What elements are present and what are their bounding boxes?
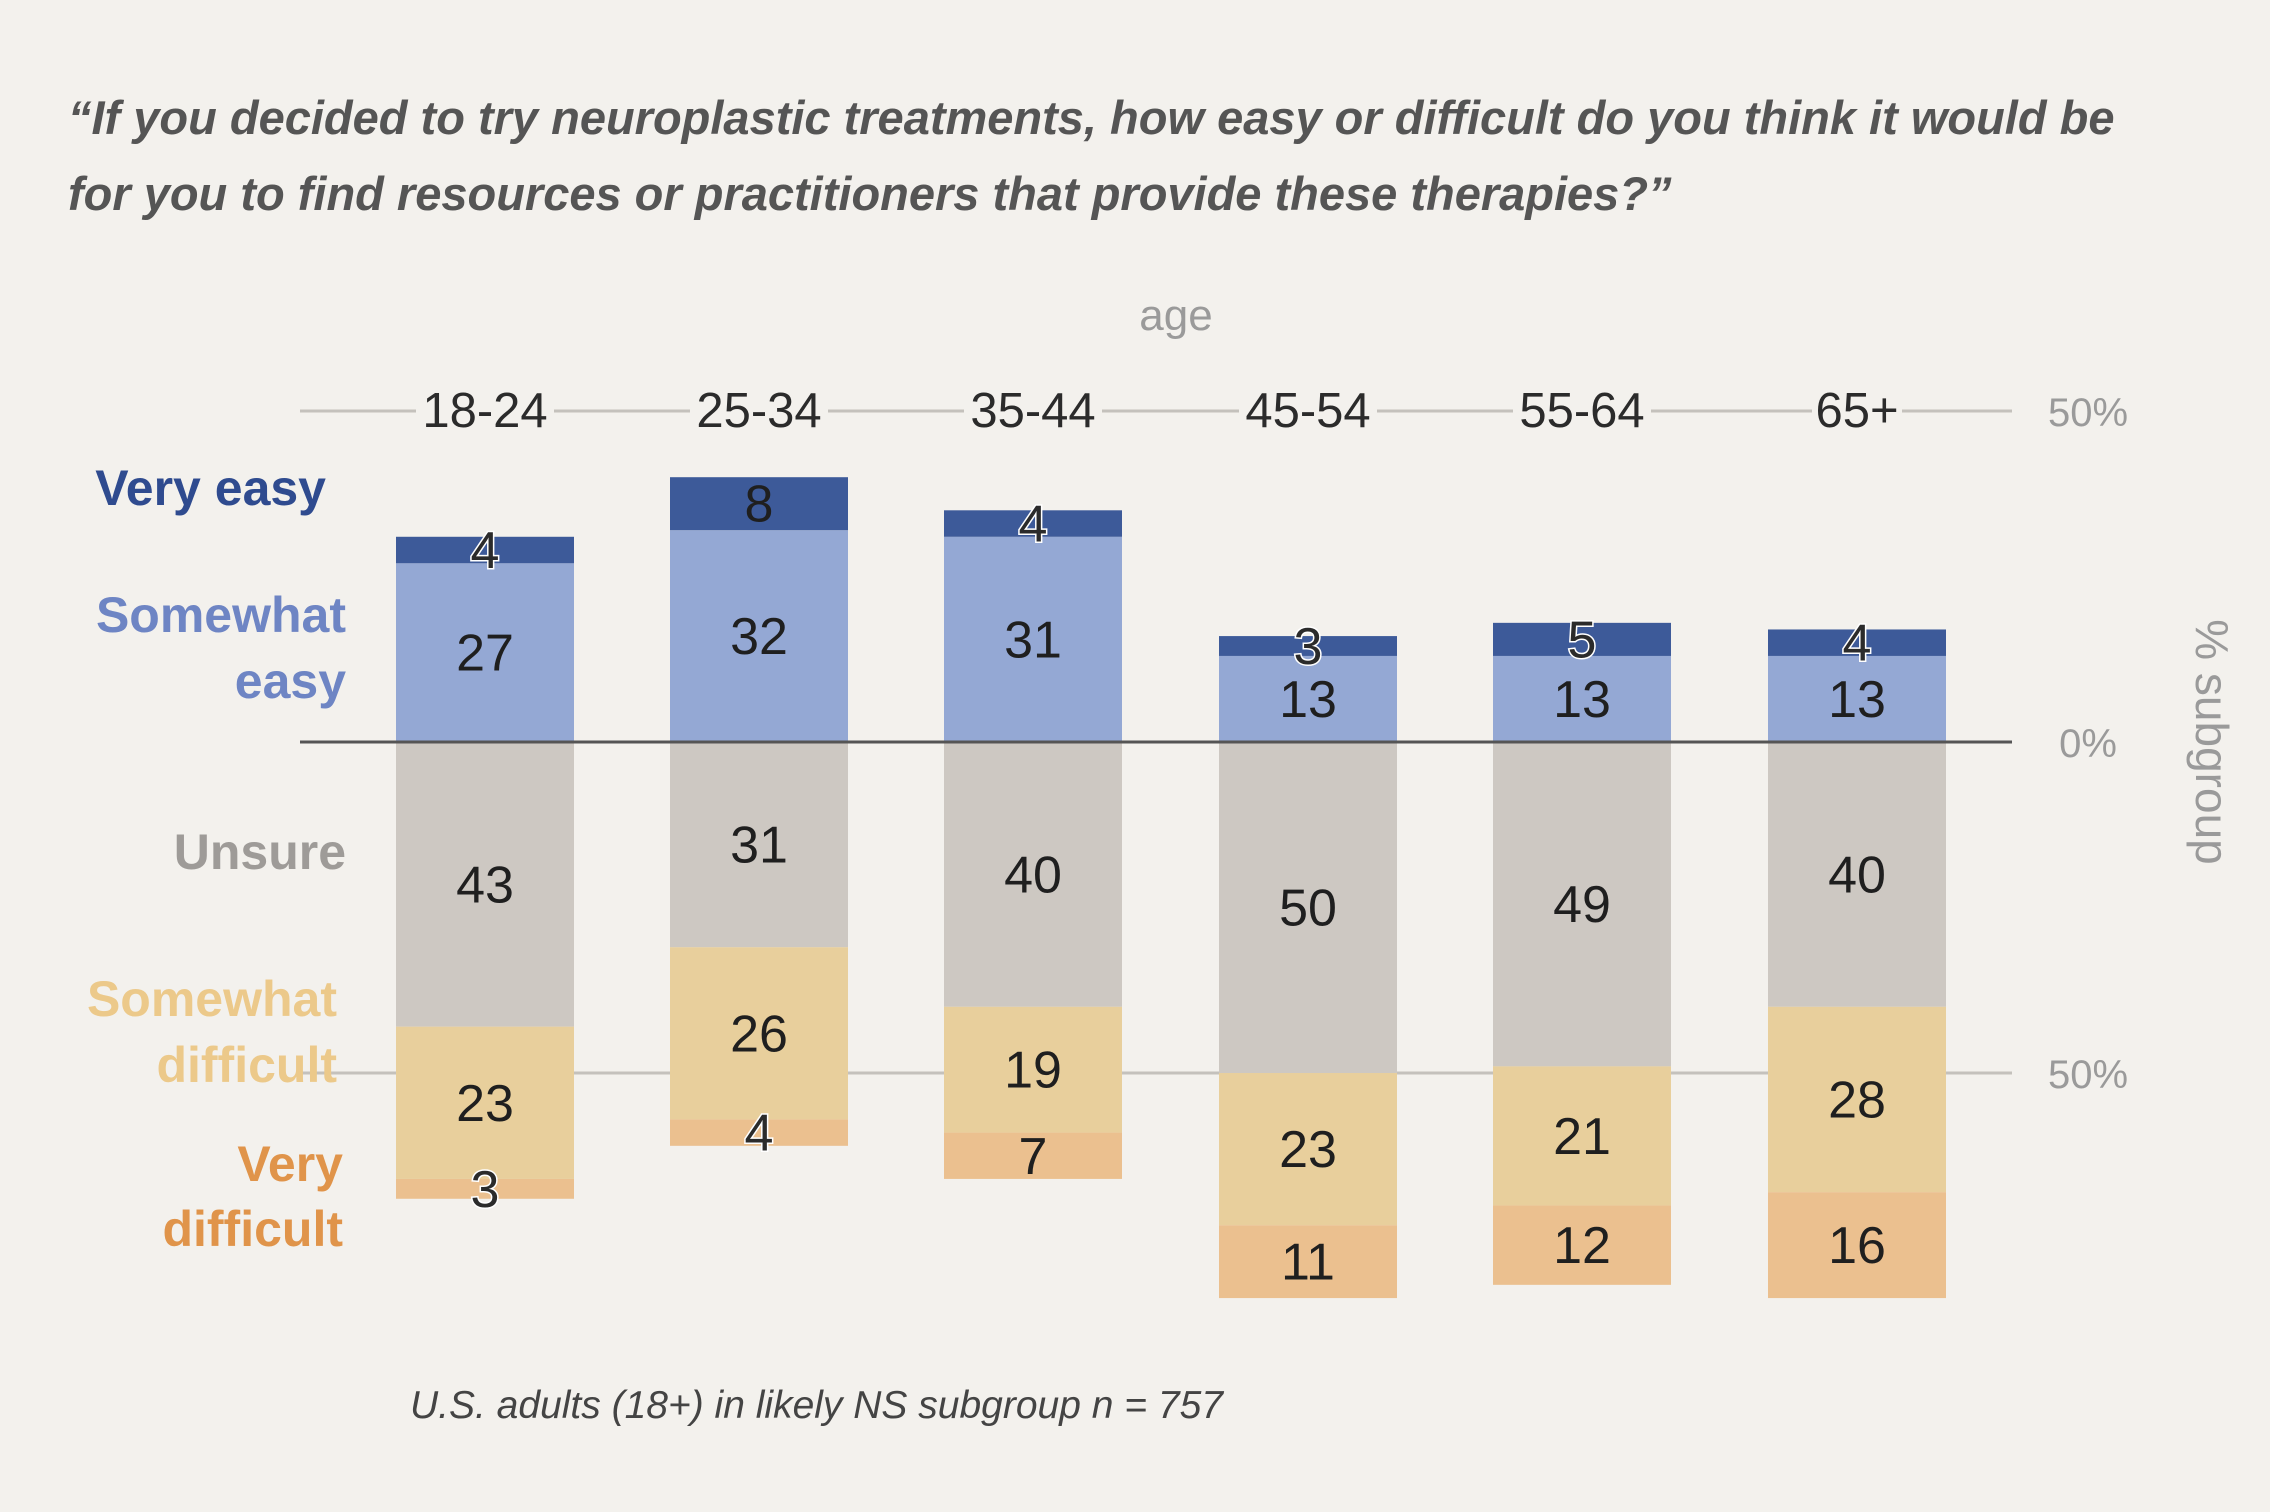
- bar-segment: [944, 536, 1122, 742]
- bar-segment: [670, 1119, 848, 1146]
- data-label: 26: [730, 1005, 788, 1063]
- data-label: 4: [1019, 496, 1048, 554]
- bar-segment: [1493, 1205, 1671, 1285]
- data-label: 13: [1828, 671, 1886, 729]
- y-tick-label: 0%: [2059, 722, 2117, 766]
- category-label: 65+: [1815, 384, 1898, 438]
- data-label: 19: [1004, 1042, 1062, 1100]
- category-label: 35-44: [970, 384, 1095, 438]
- data-label: 23: [1279, 1121, 1337, 1179]
- category-label-bg: [1812, 383, 1902, 439]
- data-label: 50: [1279, 880, 1337, 938]
- chart-title: “If you decided to try neuroplastic trea…: [68, 91, 2115, 220]
- legend-label-line: difficult: [162, 1201, 343, 1257]
- data-label: 32: [730, 608, 788, 666]
- data-label: 27: [456, 625, 514, 683]
- bar-segment: [1219, 1073, 1397, 1226]
- legend-label-line: Somewhat: [96, 587, 346, 643]
- data-label: 28: [1828, 1071, 1886, 1129]
- category-label-bg: [1239, 383, 1377, 439]
- data-label: 49: [1553, 876, 1611, 934]
- bar-segment: [670, 477, 848, 531]
- category-label: 55-64: [1519, 384, 1644, 438]
- data-label: 7: [1019, 1128, 1048, 1186]
- bar-segment: [1768, 742, 1946, 1007]
- x-axis-title: age: [1139, 291, 1212, 340]
- category-label-bg: [964, 383, 1102, 439]
- bar-segment: [396, 1178, 574, 1199]
- data-label: 23: [456, 1075, 514, 1133]
- legend-label-line: easy: [235, 653, 346, 709]
- data-label: 40: [1004, 846, 1062, 904]
- bar-segment: [1219, 655, 1397, 742]
- data-label: 31: [730, 817, 788, 875]
- data-label: 8: [745, 476, 774, 534]
- legend-label-line: difficult: [156, 1037, 337, 1093]
- data-label: 13: [1279, 671, 1337, 729]
- category-label-bg: [690, 383, 828, 439]
- legend-label-line: Very: [237, 1136, 343, 1192]
- bar-segment: [1493, 1066, 1671, 1206]
- data-label: 5: [1568, 611, 1597, 669]
- bar-segment: [670, 947, 848, 1120]
- bar-segment: [1219, 1225, 1397, 1299]
- data-label: 43: [456, 856, 514, 914]
- data-label: 40: [1828, 846, 1886, 904]
- bar-segment: [1768, 1006, 1946, 1193]
- bar-segment: [944, 1006, 1122, 1133]
- legend-label: Somewhat easy: [96, 587, 346, 709]
- data-label: 12: [1553, 1217, 1611, 1275]
- data-label: 11: [1281, 1234, 1335, 1292]
- legend-label: Somewhat difficult: [87, 971, 337, 1093]
- y-tick-label: 50%: [2048, 391, 2128, 435]
- data-label: 3: [1294, 618, 1323, 676]
- footnote: U.S. adults (18+) in likely NS subgroup …: [410, 1384, 1223, 1427]
- data-label: 21: [1553, 1108, 1611, 1166]
- legend-label-line: Somewhat: [87, 971, 337, 1027]
- bar-segment: [1493, 622, 1671, 656]
- bar-segment: [396, 536, 574, 564]
- data-label: 4: [1843, 615, 1872, 673]
- category-label: 25-34: [696, 384, 821, 438]
- bar-segment: [396, 563, 574, 742]
- data-label: 4: [745, 1105, 774, 1163]
- bar-segment: [1493, 655, 1671, 742]
- bar-segment: [944, 742, 1122, 1007]
- bar-segment: [1768, 629, 1946, 656]
- bar-segment: [396, 742, 574, 1027]
- category-label: 45-54: [1245, 384, 1370, 438]
- bar-segment: [1768, 655, 1946, 742]
- bar-segment: [1219, 742, 1397, 1073]
- bar-segment: [670, 530, 848, 742]
- data-label: 4: [471, 522, 500, 580]
- bar-segment: [944, 510, 1122, 537]
- y-axis-title: % subgroup: [2186, 619, 2238, 865]
- bar-segment: [1493, 742, 1671, 1067]
- y-tick-label: 50%: [2048, 1053, 2128, 1097]
- data-label: 16: [1828, 1217, 1886, 1275]
- data-label: 13: [1553, 671, 1611, 729]
- bar-segment: [1768, 1192, 1946, 1299]
- bar-segment: [670, 742, 848, 948]
- bar-segment: [944, 1132, 1122, 1179]
- legend-label: Very easy: [95, 460, 326, 516]
- legend-label: Unsure: [174, 824, 346, 880]
- bar-segment: [1219, 636, 1397, 656]
- bar-segment: [396, 1026, 574, 1179]
- data-label: 3: [471, 1161, 500, 1219]
- legend-label: Very difficult: [162, 1136, 343, 1257]
- category-label: 18-24: [422, 384, 547, 438]
- category-label-bg: [1513, 383, 1651, 439]
- category-label-bg: [416, 383, 554, 439]
- data-label: 31: [1004, 611, 1062, 669]
